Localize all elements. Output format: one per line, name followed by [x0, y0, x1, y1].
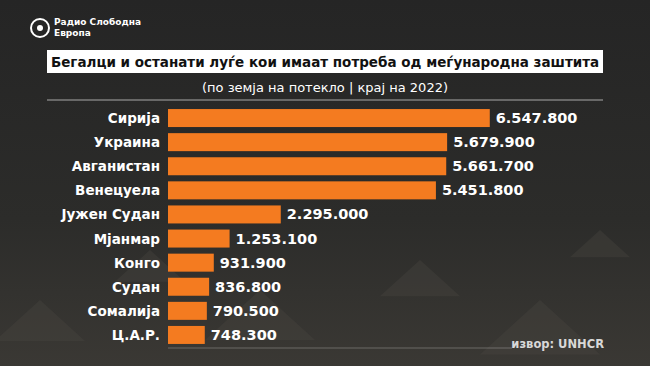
bar: [168, 205, 281, 223]
logo: Радио Слободна Европа: [31, 17, 144, 38]
data-label: 1.253.100: [236, 231, 318, 247]
data-label: 5.679.900: [453, 134, 535, 150]
category-label: Сомалија: [88, 303, 160, 319]
title-box: [47, 50, 603, 73]
bars: [168, 109, 490, 344]
category-label: Сирија: [108, 110, 160, 126]
background-tent: [380, 260, 460, 296]
data-label: 931.900: [220, 255, 286, 271]
bar: [168, 109, 490, 127]
data-label: 2.295.000: [287, 206, 369, 222]
category-label: Јужен Судан: [61, 206, 161, 222]
data-label: 790.500: [213, 303, 279, 319]
logo-icon: [31, 19, 49, 37]
logo-text: Радио Слободна Европа: [54, 17, 144, 38]
bar: [168, 230, 230, 248]
category-label: Судан: [112, 279, 160, 295]
logo-icon: [37, 25, 43, 31]
category-label: Авганистан: [72, 158, 160, 174]
bar: [168, 133, 447, 151]
bar: [168, 278, 209, 296]
bar: [168, 254, 214, 272]
background: [0, 0, 650, 366]
source: извор: UNHCR: [511, 337, 604, 351]
category-label: Ц.А.Р.: [112, 327, 160, 343]
data-label: 5.661.700: [452, 158, 534, 174]
category-label: Конго: [114, 255, 160, 271]
bar: [168, 326, 205, 344]
data-label: 6.547.800: [496, 110, 578, 126]
background-tent: [570, 230, 630, 257]
labels: Сирија 6.547.800 Украина 5.679.900 Авганиста…: [61, 110, 578, 343]
data-label: 836.800: [215, 279, 281, 295]
bar: [168, 157, 446, 175]
bar: [168, 302, 207, 320]
category-label: Мјанмар: [94, 231, 161, 247]
category-label: Украина: [94, 134, 160, 150]
bar: [168, 181, 436, 199]
category-label: Венецуела: [75, 182, 160, 198]
data-label: 5.451.800: [442, 182, 524, 198]
data-label: 748.300: [211, 327, 277, 343]
subtitle: (по земја на потекло | крај на 2022): [202, 80, 448, 95]
separator: [47, 100, 603, 101]
title: Бегалци и останати луѓе кои имаат потреб…: [51, 54, 599, 70]
chart: Радио Слободна Европа Бегалци и останати …: [0, 0, 650, 366]
background-tent: [0, 300, 85, 341]
x-axis-line: [168, 348, 512, 349]
